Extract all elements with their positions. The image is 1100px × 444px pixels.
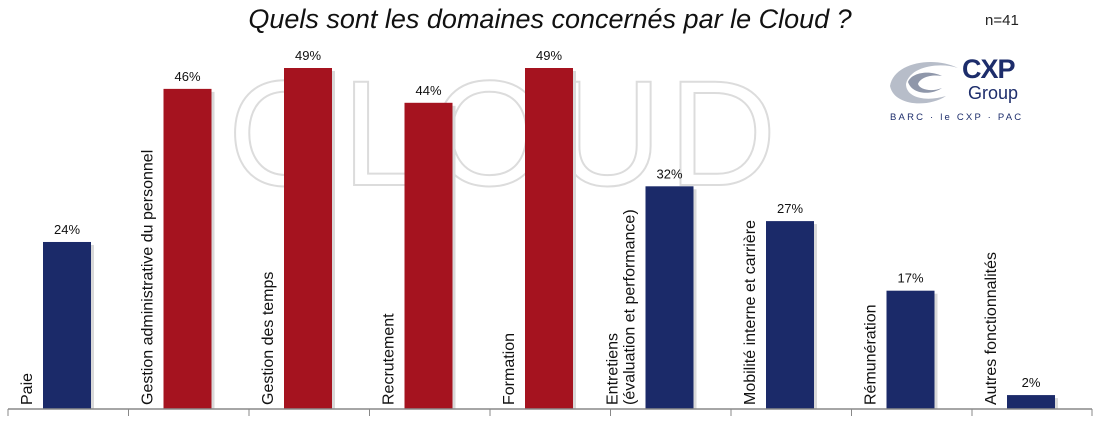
data-label: 17% bbox=[897, 271, 923, 286]
data-label: 49% bbox=[536, 48, 562, 63]
category-label: Rémunération bbox=[863, 305, 880, 406]
data-label: 46% bbox=[174, 69, 200, 84]
logo-swoosh-icon bbox=[890, 62, 958, 104]
category-label: Recrutement bbox=[381, 313, 398, 405]
category-label: Entretiens (évaluation et performance) bbox=[605, 209, 639, 405]
data-label: 44% bbox=[415, 83, 441, 98]
category-label-line: Gestion des temps bbox=[260, 272, 277, 405]
sample-size: n=41 bbox=[985, 12, 1019, 29]
category-label-line: Entretiens bbox=[605, 333, 622, 405]
bar bbox=[284, 68, 332, 409]
logo-subname: Group bbox=[968, 83, 1019, 103]
category-label: Gestion administrative du personnel bbox=[140, 150, 157, 405]
category-label-line: (évaluation et performance) bbox=[622, 209, 639, 405]
bar bbox=[43, 241, 91, 409]
data-label: 24% bbox=[54, 222, 80, 237]
logo-name: CXP bbox=[962, 54, 1016, 84]
data-label: 2% bbox=[1022, 375, 1041, 390]
chart-title: Quels sont les domaines concernés par le… bbox=[248, 4, 852, 34]
category-label-line: Autres fonctionnalités bbox=[983, 252, 1000, 405]
data-label: 49% bbox=[295, 48, 321, 63]
cxp-group-logo: CXP Group BARC · le CXP · PAC bbox=[880, 52, 1040, 132]
data-label: 27% bbox=[777, 201, 803, 216]
bar bbox=[766, 221, 814, 409]
category-label: Gestion des temps bbox=[260, 272, 277, 405]
category-label-line: Mobilité interne et carrière bbox=[742, 220, 759, 405]
bar bbox=[163, 88, 212, 409]
bar bbox=[525, 68, 573, 409]
bar bbox=[1007, 395, 1055, 409]
category-label-line: Paie bbox=[19, 373, 36, 405]
category-label-line: Rémunération bbox=[863, 305, 880, 406]
bar bbox=[404, 102, 453, 409]
category-label: Formation bbox=[501, 333, 518, 405]
category-label-line: Formation bbox=[501, 333, 518, 405]
bar bbox=[886, 290, 935, 409]
category-label-line: Recrutement bbox=[381, 313, 398, 405]
logo-tagline: BARC · le CXP · PAC bbox=[890, 112, 1024, 123]
data-label: 32% bbox=[656, 166, 682, 181]
category-label: Mobilité interne et carrière bbox=[742, 220, 759, 405]
category-label: Autres fonctionnalités bbox=[983, 252, 1000, 405]
bar bbox=[645, 186, 694, 409]
category-label-line: Gestion administrative du personnel bbox=[140, 150, 157, 405]
category-label: Paie bbox=[19, 373, 36, 405]
